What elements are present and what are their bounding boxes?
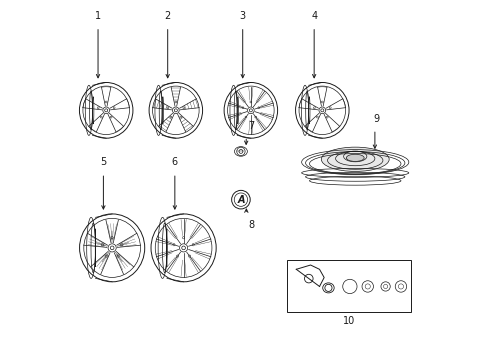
Text: 4: 4 — [310, 11, 317, 21]
Ellipse shape — [321, 147, 388, 171]
Text: 5: 5 — [100, 157, 106, 167]
Text: 9: 9 — [373, 113, 379, 123]
Text: 7: 7 — [247, 121, 254, 131]
Text: 10: 10 — [343, 316, 355, 327]
Text: 1: 1 — [95, 11, 101, 21]
Text: 2: 2 — [164, 11, 170, 21]
Text: 3: 3 — [239, 11, 245, 21]
Text: 8: 8 — [247, 220, 254, 230]
Ellipse shape — [346, 154, 364, 161]
Bar — [287, 260, 410, 312]
Text: 6: 6 — [171, 157, 178, 167]
Text: A: A — [237, 195, 244, 204]
